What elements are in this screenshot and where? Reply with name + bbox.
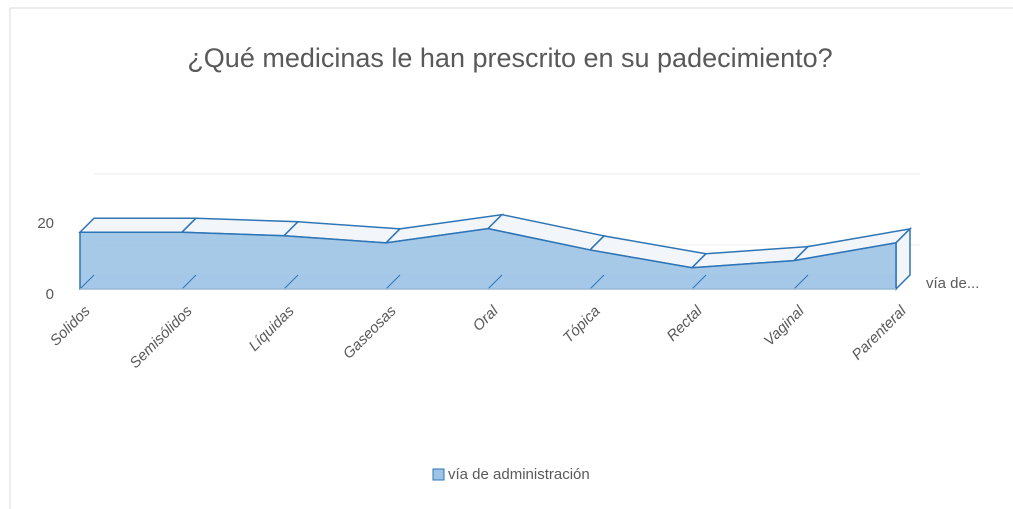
legend-swatch bbox=[432, 468, 445, 481]
x-tick-label: Gaseosas bbox=[340, 302, 400, 362]
x-tick-label: Semisólidos bbox=[126, 302, 196, 372]
area bbox=[79, 227, 897, 290]
category-tick bbox=[385, 274, 401, 290]
x-tick-label: Líquidas bbox=[246, 302, 298, 354]
legend-label: vía de administración bbox=[448, 466, 590, 483]
area-top bbox=[78, 217, 198, 233]
category-tick bbox=[181, 274, 197, 290]
category-tick bbox=[589, 274, 605, 290]
category-tick bbox=[283, 274, 299, 290]
y-tick-label: 0 bbox=[46, 286, 54, 303]
category-tick bbox=[487, 274, 503, 290]
x-tick-label: Solidos bbox=[47, 302, 94, 349]
chart-border bbox=[9, 7, 1013, 509]
chart-title: ¿Qué medicinas le han prescrito en su pa… bbox=[187, 43, 832, 73]
x-tick-label: Tópica bbox=[560, 303, 604, 347]
y-tick-label: 20 bbox=[37, 215, 54, 232]
depth-label: vía de... bbox=[926, 275, 979, 292]
category-tick bbox=[895, 274, 911, 290]
x-tick-label: Oral bbox=[470, 302, 503, 335]
x-tick-label: Rectal bbox=[664, 302, 707, 345]
category-tick bbox=[691, 274, 707, 290]
category-tick bbox=[793, 274, 809, 290]
x-tick-label: Vaginal bbox=[761, 302, 808, 349]
category-tick bbox=[79, 274, 95, 290]
x-tick-label: Parenteral bbox=[849, 302, 910, 363]
